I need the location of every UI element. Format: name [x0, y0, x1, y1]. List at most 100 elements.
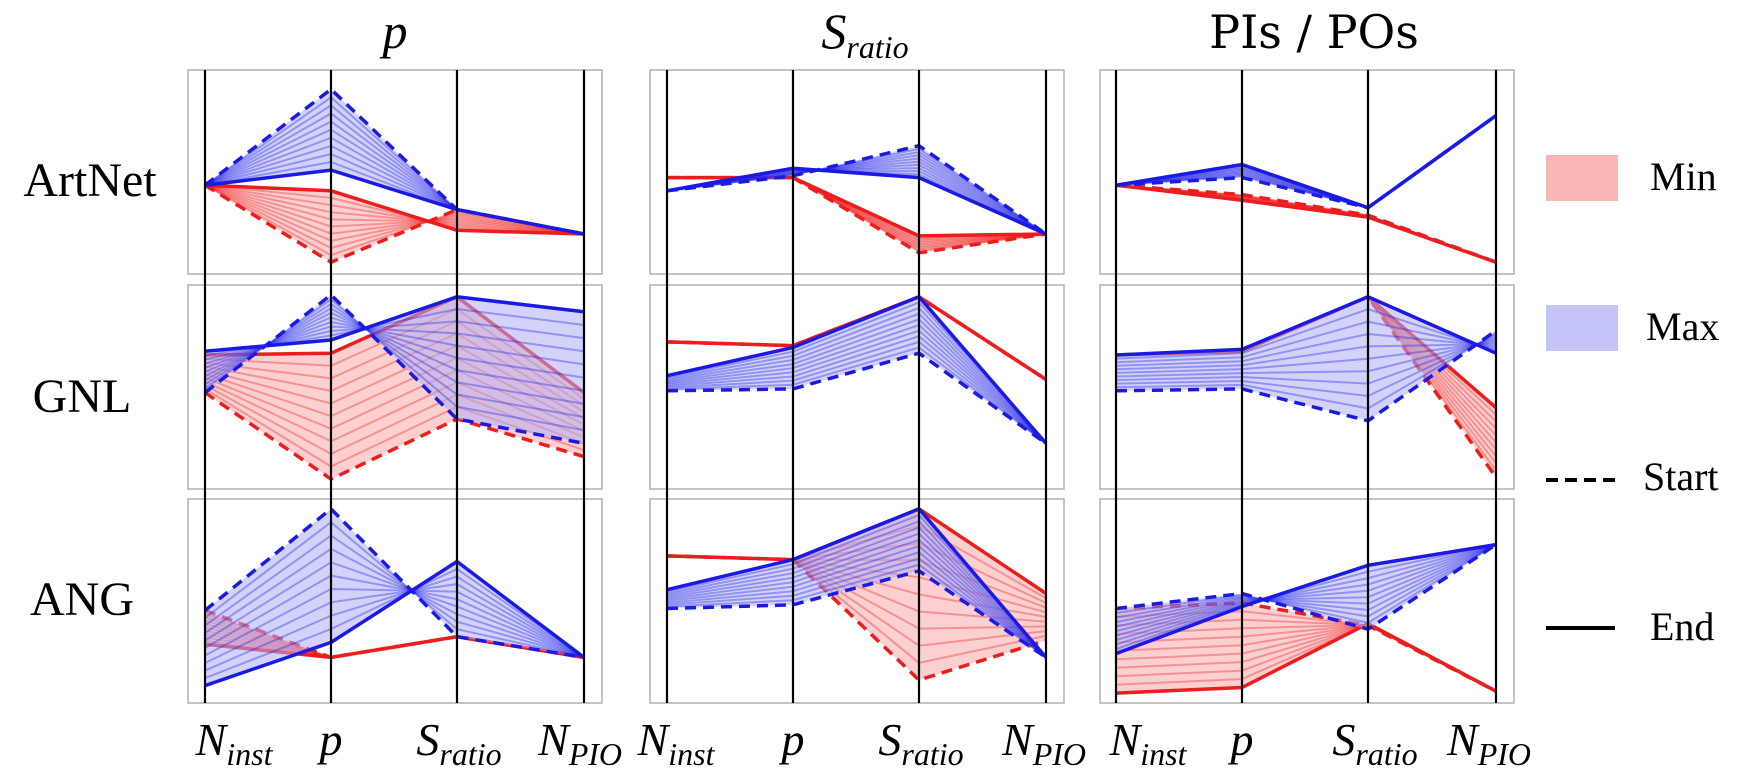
max-trajectory-line: [204, 587, 585, 659]
axis-label-sub: inst: [668, 736, 715, 768]
min-trajectory-line: [204, 184, 585, 235]
max-trajectory-line: [1115, 543, 1497, 642]
max-start-line: [1115, 329, 1498, 423]
panel-ang-p: [187, 498, 603, 704]
max-band: [205, 89, 584, 234]
axis-label-main: N: [195, 714, 229, 765]
max-trajectory-line: [666, 551, 1047, 659]
max-trajectory-line: [666, 160, 1047, 235]
axis-label-sub: inst: [1140, 736, 1187, 768]
axis-label-ninst: Ninst: [1109, 714, 1188, 768]
axis-label-npio: NPIO: [1001, 714, 1086, 768]
panel-gnl-s-ratio: [649, 284, 1065, 490]
min-trajectory-line: [204, 184, 585, 250]
panel-ang-s-ratio: [649, 498, 1065, 704]
max-trajectory-line: [666, 323, 1047, 445]
panel-gnl-pis-pos: [1099, 284, 1515, 490]
max-end-line: [1115, 542, 1497, 656]
max-end-line: [666, 506, 1048, 659]
axis-label-sub: ratio: [1355, 736, 1417, 768]
max-trajectory-line: [204, 575, 585, 672]
axis-label-npio: NPIO: [537, 714, 622, 768]
axis-labels: Ninst p Sratio NPIO Ninst p Sratio NPIO Ninst p Sr…: [195, 714, 1531, 768]
row-label-gnl: GNL: [33, 370, 132, 423]
max-trajectory-line: [666, 306, 1047, 445]
legend-start-label: Start: [1643, 454, 1719, 499]
max-trajectory-line: [666, 318, 1047, 445]
axis-label-main: N: [1446, 714, 1480, 765]
max-start-line: [666, 569, 1047, 659]
max-trajectory-line: [1115, 543, 1497, 624]
min-trajectory-line: [204, 184, 585, 235]
legend: Min Max Start End: [1546, 154, 1719, 649]
max-trajectory-line: [204, 534, 585, 659]
min-start-line: [204, 391, 585, 482]
axis-label-ninst: Ninst: [195, 714, 274, 768]
legend-max-label: Max: [1646, 304, 1719, 349]
min-end-line: [1115, 621, 1497, 695]
axis-label-main: N: [537, 714, 571, 765]
axis-label-sub: ratio: [439, 736, 501, 768]
max-trajectory-line: [1115, 332, 1497, 410]
max-trajectory-line: [204, 567, 585, 680]
min-trajectory-line: [204, 184, 585, 235]
max-trajectory-line: [1115, 543, 1497, 628]
max-trajectory-line: [204, 547, 585, 659]
min-trajectory-line: [204, 184, 585, 242]
min-end-line: [204, 183, 585, 236]
max-trajectory-line: [1115, 543, 1497, 646]
max-trajectory-line: [666, 329, 1047, 445]
max-trajectory-line: [666, 563, 1047, 659]
max-trajectory-line: [666, 526, 1047, 659]
axis-label-main: S: [1332, 714, 1355, 765]
panel-grid: [187, 69, 1515, 704]
axis-label-sratio: Sratio: [416, 714, 501, 768]
max-band: [1116, 296, 1496, 421]
max-trajectory-line: [204, 583, 585, 664]
min-end-line: [1115, 183, 1497, 264]
axis-label-p: p: [779, 714, 805, 765]
axis-label-sub: PIO: [568, 736, 622, 768]
axis-label-sub: ratio: [901, 736, 963, 768]
panel-artnet-pis-pos: [1099, 69, 1515, 275]
max-trajectory-line: [666, 520, 1047, 659]
max-trajectory-line: [1115, 543, 1497, 619]
axis-label-ninst: Ninst: [637, 714, 716, 768]
panel-artnet-p: [187, 69, 603, 275]
max-trajectory-line: [1115, 343, 1497, 371]
max-trajectory-line: [1115, 543, 1497, 633]
axis-label-p: p: [1228, 714, 1254, 765]
max-trajectory-line: [204, 520, 585, 659]
row-label-artnet: ArtNet: [23, 154, 157, 207]
column-title-s-ratio: Sratio: [821, 3, 908, 65]
axis-label-main: p: [1228, 714, 1254, 765]
max-end-line: [666, 294, 1048, 445]
max-band: [1116, 115, 1496, 208]
min-trajectory-line: [204, 184, 585, 235]
column-title-p: p: [380, 3, 408, 59]
max-trajectory-line: [666, 557, 1047, 659]
max-start-line: [203, 292, 585, 446]
max-trajectory-line: [204, 561, 585, 659]
max-band: [1116, 544, 1496, 654]
max-trajectory-line: [1115, 308, 1497, 360]
max-trajectory-line: [204, 574, 585, 659]
max-trajectory-line: [666, 335, 1047, 445]
axis-label-sub: inst: [226, 736, 273, 768]
max-trajectory-line: [1115, 336, 1497, 385]
max-trajectory-line: [666, 538, 1047, 659]
legend-min-swatch: [1546, 155, 1618, 201]
max-end-line: [204, 559, 586, 688]
max-band: [205, 508, 584, 686]
max-end-line: [204, 295, 585, 354]
legend-min-label: Min: [1650, 154, 1717, 199]
max-start-line: [666, 351, 1048, 445]
max-trajectory-line: [1115, 340, 1497, 374]
max-start-line: [1115, 543, 1497, 632]
axis-label-sratio: Sratio: [878, 714, 963, 768]
max-trajectory-line: [1115, 543, 1497, 651]
max-start-line: [203, 506, 585, 660]
min-start-line: [1115, 183, 1497, 264]
max-band: [667, 508, 1046, 658]
max-end-line: [666, 166, 1047, 236]
